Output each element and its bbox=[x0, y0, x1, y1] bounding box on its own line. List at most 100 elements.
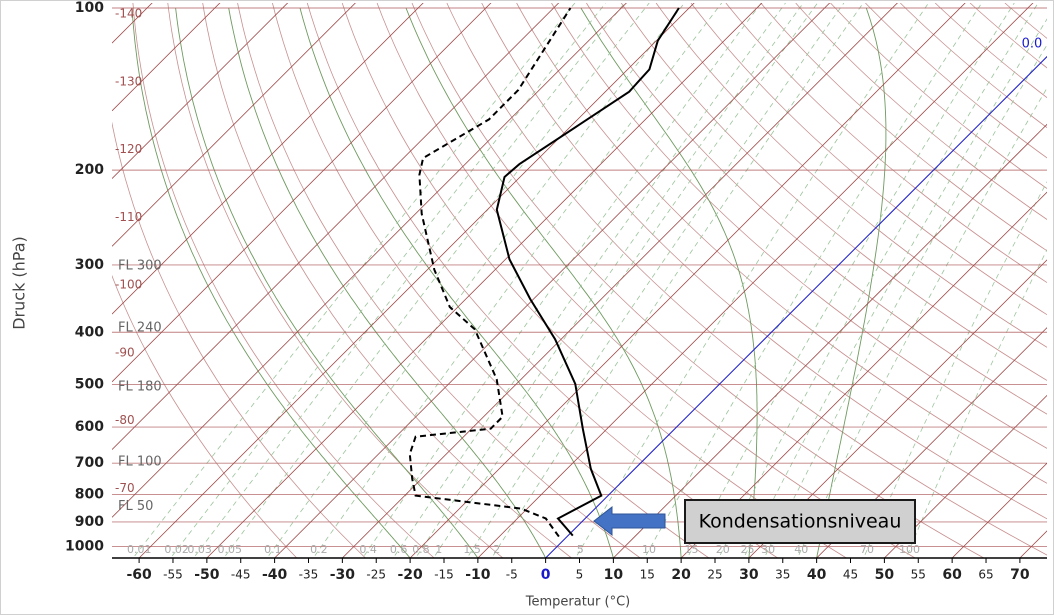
flight-level-label: FL 180 bbox=[118, 380, 162, 395]
isotherm-label: -110 bbox=[115, 210, 142, 224]
isotherm bbox=[680, 191, 1047, 558]
isotherm bbox=[951, 462, 1047, 558]
x-tick-label: -40 bbox=[262, 567, 288, 583]
flight-level-label: FL 100 bbox=[118, 455, 162, 470]
dry-adiabat bbox=[411, 3, 985, 558]
x-tick-label: 45 bbox=[843, 568, 858, 582]
isotherm bbox=[112, 3, 560, 450]
mixing-ratio-line bbox=[863, 181, 1047, 558]
dry-adiabat bbox=[132, 3, 435, 558]
dry-adiabat bbox=[725, 3, 1047, 284]
isotherm bbox=[112, 3, 492, 383]
isotherm-label: -70 bbox=[115, 481, 135, 495]
y-tick-label: 600 bbox=[75, 419, 104, 435]
mixing-ratio-line bbox=[905, 248, 1047, 558]
mixing-ratio-line bbox=[763, 44, 1047, 558]
x-tick-label: 25 bbox=[707, 568, 722, 582]
flight-level-label: FL 50 bbox=[118, 499, 153, 514]
mixing-ratio-label: 0.02 bbox=[164, 543, 189, 556]
y-tick-label: 200 bbox=[75, 162, 104, 178]
y-tick-label: 100 bbox=[75, 0, 104, 16]
isotherm bbox=[112, 3, 289, 179]
x-tick-label: -10 bbox=[465, 567, 491, 583]
x-tick-label: -45 bbox=[231, 568, 251, 582]
isotherm bbox=[112, 3, 424, 315]
dewpoint-line bbox=[408, 7, 572, 538]
dry-adiabat bbox=[830, 3, 1047, 190]
mixing-ratio-line bbox=[575, 3, 929, 558]
mixing-ratio-label: 1 bbox=[435, 543, 442, 556]
mixing-ratio-label: 25 bbox=[741, 543, 755, 556]
x-tick-label: 40 bbox=[807, 567, 827, 583]
dry-adiabat bbox=[865, 3, 1047, 159]
mixing-ratio-label: 0.8 bbox=[412, 543, 430, 556]
isotherm bbox=[112, 3, 221, 112]
mixing-ratio-line bbox=[312, 3, 723, 558]
mixing-ratio-line bbox=[193, 3, 625, 558]
mixing-ratio-label: 0.05 bbox=[217, 543, 242, 556]
mixing-ratio-line bbox=[362, 3, 762, 558]
isotherm bbox=[613, 123, 1047, 558]
y-axis-label: Druck (hPa) bbox=[10, 236, 29, 330]
x-tick-label: -25 bbox=[366, 568, 386, 582]
isotherm bbox=[206, 3, 763, 558]
profiles bbox=[408, 7, 680, 538]
dry-adiabat bbox=[760, 3, 1047, 252]
isotherm-label: -120 bbox=[115, 142, 142, 156]
temperature-line bbox=[495, 7, 680, 537]
x-tick-label: 0 bbox=[541, 567, 551, 583]
dry-adiabat bbox=[112, 274, 298, 558]
dry-adiabat bbox=[551, 3, 1047, 449]
isotherm bbox=[884, 394, 1047, 558]
x-tick-label: -30 bbox=[330, 567, 356, 583]
x-tick-label: 20 bbox=[671, 567, 691, 583]
x-tick-label: -60 bbox=[126, 567, 152, 583]
x-tick-label: -15 bbox=[434, 568, 454, 582]
isotherm bbox=[816, 327, 1047, 558]
x-tick-label: -50 bbox=[194, 567, 220, 583]
mixing-ratio-label: 0.01 bbox=[127, 543, 152, 556]
x-tick-label: -55 bbox=[163, 568, 183, 582]
isotherm-label: -100 bbox=[115, 278, 142, 292]
flight-level-label: FL 240 bbox=[118, 321, 162, 336]
mixing-ratio-line bbox=[433, 3, 818, 558]
mixing-ratio-label: 1.5 bbox=[463, 543, 481, 556]
mixing-ratio-label: 100 bbox=[899, 543, 920, 556]
mixing-ratio-label: 15 bbox=[685, 543, 699, 556]
mixing-ratio-label: 0.6 bbox=[390, 543, 408, 556]
isotherm bbox=[112, 3, 627, 518]
moist-adiabat bbox=[131, 7, 411, 558]
x-tick-label: 60 bbox=[942, 567, 962, 583]
mixing-ratio-label: 70 bbox=[860, 543, 874, 556]
mixing-ratio-line bbox=[491, 3, 864, 558]
flight-level-label: FL 300 bbox=[118, 258, 162, 273]
annotation-arrow bbox=[593, 505, 666, 537]
dry-adiabat bbox=[481, 3, 1047, 520]
mixing-ratio-line bbox=[466, 3, 845, 558]
zero-isotherm bbox=[545, 55, 1047, 558]
dry-adiabat bbox=[586, 3, 1047, 415]
mixing-ratio-line bbox=[223, 3, 650, 558]
y-tick-label: 400 bbox=[75, 324, 104, 340]
annotation-box bbox=[684, 499, 916, 544]
isotherm bbox=[138, 3, 695, 558]
isotherm bbox=[112, 3, 356, 247]
isotherm-label: -140 bbox=[115, 7, 142, 21]
x-tick-label: -35 bbox=[299, 568, 319, 582]
isotherm bbox=[748, 259, 1047, 558]
mixing-ratio-label: 10 bbox=[642, 543, 656, 556]
y-tick-label: 800 bbox=[75, 486, 104, 502]
mixing-ratio-label: 20 bbox=[716, 543, 730, 556]
isotherm bbox=[342, 3, 898, 558]
x-tick-label: 10 bbox=[604, 567, 624, 583]
x-tick-label: -5 bbox=[506, 568, 518, 582]
dry-adiabat bbox=[795, 3, 1047, 220]
dry-adiabat bbox=[690, 3, 1047, 316]
dry-adiabat bbox=[620, 3, 1047, 381]
mixing-ratio-label: 40 bbox=[794, 543, 808, 556]
dry-adiabat bbox=[900, 3, 1047, 129]
isotherm-label: -80 bbox=[115, 413, 135, 427]
x-tick-label: 35 bbox=[775, 568, 790, 582]
y-tick-label: 900 bbox=[75, 514, 104, 530]
